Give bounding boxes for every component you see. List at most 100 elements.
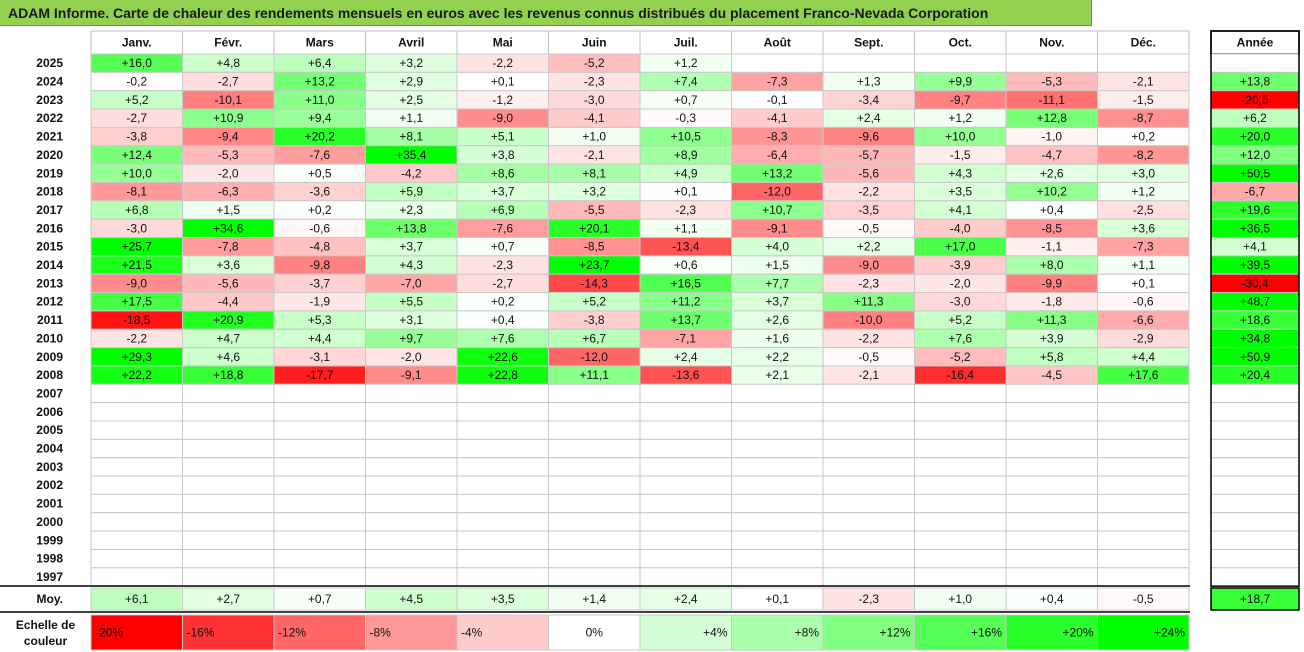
heat-cell <box>365 420 458 440</box>
annual-cell-value: +39,5 <box>1240 258 1271 272</box>
heat-cell-value: -4,0 <box>950 221 971 235</box>
heat-cell <box>822 548 915 569</box>
heat-cell <box>1097 53 1190 73</box>
heat-cell-value: +4,4 <box>308 331 332 345</box>
year-label: 2004 <box>36 442 63 456</box>
scale-swatch <box>639 614 732 651</box>
scale-swatch <box>731 614 824 651</box>
heat-cell-value: +8,6 <box>491 166 515 180</box>
average-cell-value: +0,1 <box>765 592 789 606</box>
heat-cell <box>548 402 641 422</box>
year-label: 2020 <box>36 148 63 162</box>
heat-cell-value: +5,5 <box>399 295 423 309</box>
heat-cell-value: +1,1 <box>674 221 698 235</box>
heat-cell-value: -7,3 <box>1133 240 1154 254</box>
heat-cell <box>1005 402 1098 422</box>
year-label: 1998 <box>36 552 63 566</box>
annual-cell-value: +19,6 <box>1240 203 1271 217</box>
heat-cell-value: +0,4 <box>491 313 515 327</box>
heat-cell-value: -2,3 <box>584 75 605 89</box>
heat-cell <box>1005 438 1098 459</box>
heat-cell-value: +2,4 <box>674 350 698 364</box>
scale-swatch <box>914 614 1007 651</box>
heat-cell-value: -2,2 <box>492 56 513 70</box>
heat-cell-value: -1,0 <box>1041 130 1062 144</box>
annual-cell <box>1210 548 1300 569</box>
heat-cell-value: -9,0 <box>858 258 879 272</box>
heat-cell-value: -1,2 <box>492 93 513 107</box>
heat-cell <box>639 420 732 440</box>
heat-cell-value: +0,6 <box>674 258 698 272</box>
heat-cell-value: -6,4 <box>767 148 788 162</box>
heat-cell-value: +8,1 <box>399 130 423 144</box>
year-label: 2015 <box>36 240 63 254</box>
heat-cell <box>1097 493 1190 514</box>
annual-column-frame <box>1210 30 1300 587</box>
heat-cell-value: -10,1 <box>215 93 243 107</box>
year-label: 2016 <box>36 221 63 235</box>
year-label: 2010 <box>36 331 63 345</box>
scale-swatch <box>456 614 549 651</box>
heat-cell <box>914 457 1007 477</box>
heat-cell <box>914 493 1007 514</box>
year-label: 2022 <box>36 111 63 125</box>
heat-cell <box>456 475 549 495</box>
scale-label-value: +20% <box>1062 626 1093 640</box>
heat-cell-value: -4,2 <box>401 166 422 180</box>
heat-cell <box>365 383 458 404</box>
heat-cell-value: -3,8 <box>126 130 147 144</box>
heat-cell-value: +0,2 <box>308 203 332 217</box>
heat-cell-value: +0,5 <box>308 166 332 180</box>
heat-cell <box>731 530 824 550</box>
heat-cell-value: +3,7 <box>491 185 515 199</box>
year-label: 2017 <box>36 203 63 217</box>
average-label: Moy. <box>37 592 63 606</box>
heat-cell <box>914 475 1007 495</box>
heat-cell <box>822 493 915 514</box>
heat-cell-value: -7,6 <box>309 148 330 162</box>
scale-label: couleur <box>24 634 68 648</box>
heat-cell <box>822 402 915 422</box>
heat-cell-value: +0,2 <box>1131 130 1155 144</box>
year-label: 2003 <box>36 460 63 474</box>
average-cell-value: +3,5 <box>491 592 515 606</box>
scale-label-value: +12% <box>879 626 910 640</box>
annual-cell-value: +13,8 <box>1240 75 1271 89</box>
heat-cell-value: -2,7 <box>126 111 147 125</box>
average-cell-value: +2,4 <box>674 592 698 606</box>
heat-cell <box>548 567 641 587</box>
average-cell-value: +0,4 <box>1040 592 1064 606</box>
heat-cell <box>639 475 732 495</box>
month-header: Août <box>764 36 791 50</box>
heat-cell-value: +0,4 <box>1040 203 1064 217</box>
scale-label-value: +4% <box>703 626 728 640</box>
scale-swatch <box>273 614 366 651</box>
heat-cell-value: -2,7 <box>492 276 513 290</box>
heat-cell <box>548 475 641 495</box>
heat-cell-value: -9,1 <box>401 368 422 382</box>
heat-cell-value: -8,7 <box>1133 111 1154 125</box>
average-cell-value: +2,7 <box>216 592 240 606</box>
heat-cell-value: +1,6 <box>765 331 789 345</box>
heat-cell-value: -5,2 <box>950 350 971 364</box>
heat-cell-value: +6,9 <box>491 203 515 217</box>
heat-cell-value: +2,4 <box>857 111 881 125</box>
heat-cell <box>1097 475 1190 495</box>
heat-cell <box>731 512 824 532</box>
heat-cell <box>456 530 549 550</box>
heat-cell-value: +4,6 <box>216 350 240 364</box>
heat-cell-value: +6,7 <box>582 331 606 345</box>
heat-cell-value: -13,4 <box>672 240 700 254</box>
heat-cell <box>456 512 549 532</box>
heat-cell-value: +17,0 <box>945 240 976 254</box>
heat-cell-value: -0,6 <box>309 221 330 235</box>
heat-cell-value: +1,5 <box>765 258 789 272</box>
heat-cell <box>731 475 824 495</box>
heat-cell <box>182 383 275 404</box>
month-header: Juil. <box>674 36 698 50</box>
heat-cell-value: +3,7 <box>765 295 789 309</box>
average-cell-value: +1,4 <box>582 592 606 606</box>
heat-cell-value: +9,7 <box>399 331 423 345</box>
heat-cell <box>273 512 366 532</box>
heat-cell-value: -9,9 <box>1041 276 1062 290</box>
